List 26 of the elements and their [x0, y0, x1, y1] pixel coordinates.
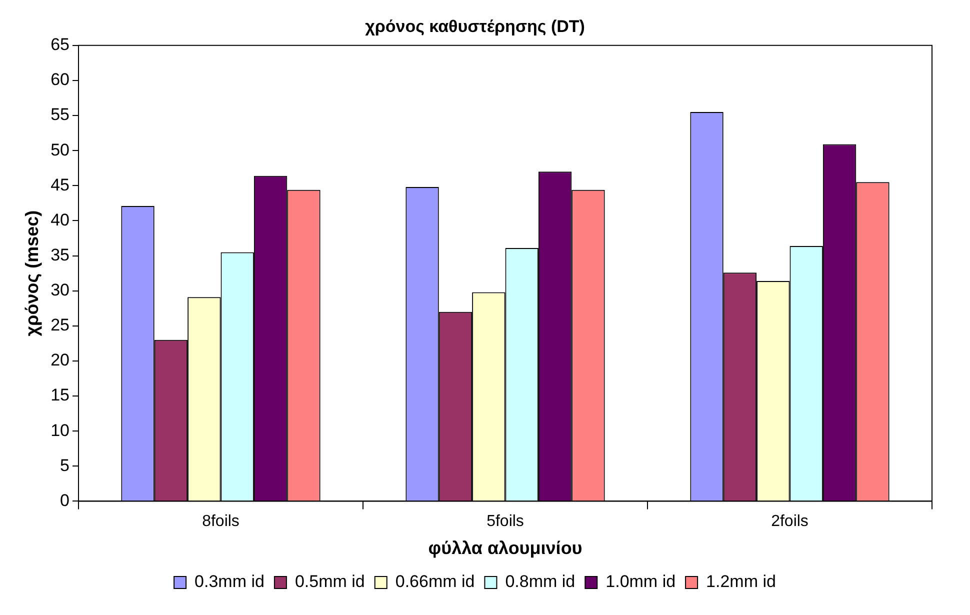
y-tick-label: 20 [50, 350, 70, 370]
y-tick-label: 0 [60, 490, 70, 510]
x-tick-label: 5foils [486, 513, 524, 530]
y-tick-label: 50 [50, 140, 70, 160]
legend-label: 0.66mm id [395, 572, 475, 592]
y-tick-label: 35 [50, 245, 70, 264]
y-tick-label: 25 [50, 316, 70, 335]
legend-label: 0.3mm id [194, 572, 264, 592]
y-tick-label: 55 [50, 105, 70, 124]
x-tick-label: 2foils [771, 513, 808, 530]
y-tick-label: 40 [50, 210, 70, 230]
y-tick-label: 10 [50, 420, 70, 440]
y-tick-label: 5 [60, 456, 70, 475]
legend-label: 0.5mm id [294, 572, 365, 592]
chart-title: χρόνος καθυστέρησης (DT) [365, 16, 585, 36]
x-axis-title: φύλλα αλουμινίου [428, 538, 582, 558]
y-tick-label: 15 [50, 386, 70, 405]
y-tick-label: 30 [50, 280, 70, 300]
y-tick-label: 45 [50, 175, 70, 194]
legend-label: 1.2mm id [706, 572, 776, 592]
x-tick-label: 8foils [202, 513, 240, 530]
y-tick-label: 65 [50, 35, 70, 54]
y-axis-title: χρόνος (msec) [22, 210, 42, 336]
legend-label: 1.0mm id [606, 572, 676, 592]
legend-label: 0.8mm id [505, 572, 576, 592]
y-tick-label: 60 [50, 70, 70, 90]
